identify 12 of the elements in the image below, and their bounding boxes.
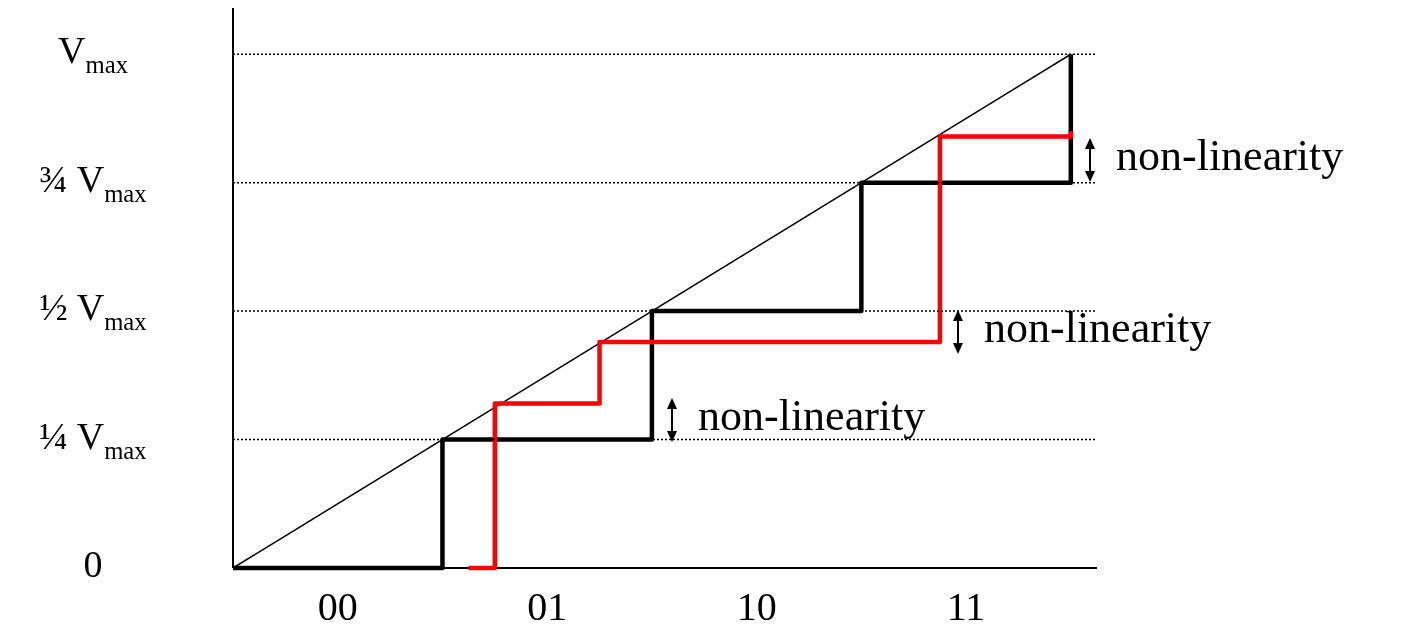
ref-line-label: ¼ V$_{max}$ <box>39 414 148 464</box>
text: 0 <box>83 542 103 585</box>
text: non-linearity <box>1116 131 1344 181</box>
x-tick-label: 11 <box>946 584 986 629</box>
ref-line-label: ¾ V$_{max}$ <box>39 157 148 207</box>
ref-line-label: V$_{max}$ <box>58 28 129 79</box>
x-tick-label: 00 <box>317 584 358 629</box>
ref-line-label: ½ V$_{max}$ <box>39 285 148 336</box>
annotation: non-linearity <box>984 303 1212 353</box>
x-tick-label: 01 <box>527 584 568 629</box>
annotation: non-linearity <box>698 391 926 441</box>
x-tick-label: 10 <box>736 584 777 629</box>
